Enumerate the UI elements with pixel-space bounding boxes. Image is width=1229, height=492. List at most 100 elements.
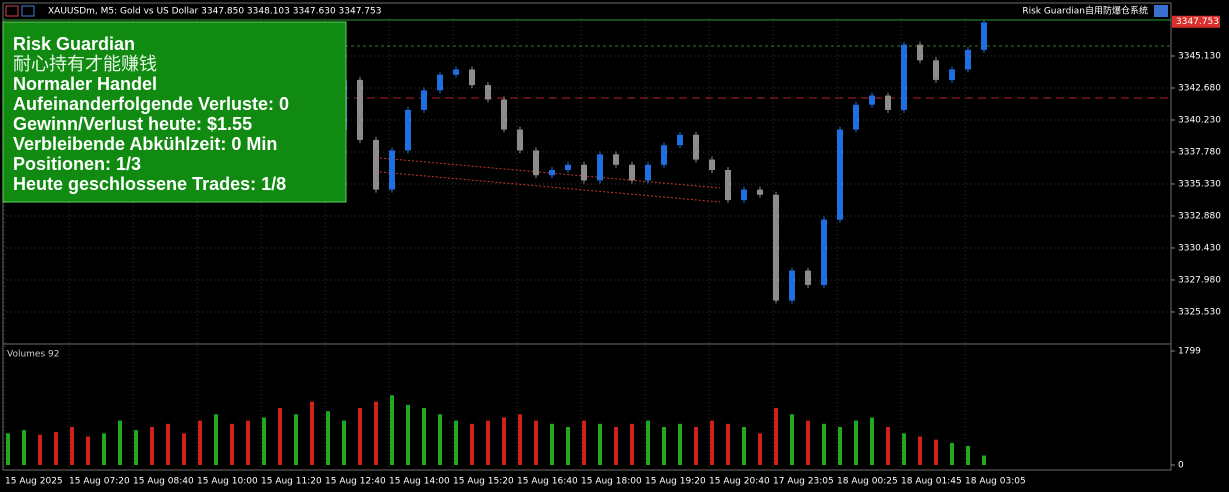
current-price: 3347.753 bbox=[1176, 17, 1219, 27]
x-tick-label: 15 Aug 07:20 bbox=[69, 477, 130, 487]
candle-body bbox=[869, 95, 875, 105]
volume-bar bbox=[966, 445, 970, 465]
volume-tick-label: 0 bbox=[1178, 461, 1184, 471]
volume-bar bbox=[614, 426, 618, 465]
candle-body bbox=[741, 189, 747, 201]
volume-bar bbox=[694, 426, 698, 465]
volume-bar bbox=[342, 420, 346, 465]
volume-bar bbox=[262, 417, 266, 465]
volume-bar bbox=[902, 433, 906, 465]
x-tick-label: 18 Aug 01:45 bbox=[901, 477, 962, 487]
x-tick-label: 18 Aug 00:25 bbox=[837, 477, 898, 487]
y-tick-label: 3340.230 bbox=[1178, 115, 1221, 125]
candle-body bbox=[597, 154, 603, 181]
volume-bar bbox=[470, 423, 474, 465]
volume-bar bbox=[950, 442, 954, 465]
y-tick-label: 3332.880 bbox=[1178, 211, 1221, 221]
candle-body bbox=[357, 79, 363, 140]
volume-bar bbox=[758, 433, 762, 465]
menu-icon[interactable] bbox=[5, 5, 19, 17]
volume-bar bbox=[134, 430, 138, 465]
candle-body bbox=[485, 85, 491, 100]
volume-bar bbox=[486, 420, 490, 465]
axes: 3345.130 3342.680 3340.230 3337.780 3335.330… bbox=[5, 15, 1221, 487]
volume-bar bbox=[534, 420, 538, 465]
volume-bar bbox=[598, 423, 602, 465]
candle-body bbox=[645, 164, 651, 181]
volume-bar bbox=[102, 433, 106, 465]
candle-body bbox=[917, 44, 923, 61]
candle-body bbox=[549, 170, 555, 176]
volume-bar bbox=[438, 414, 442, 465]
volume-bar bbox=[518, 414, 522, 465]
volume-bar bbox=[710, 420, 714, 465]
x-tick-label: 17 Aug 23:05 bbox=[773, 477, 834, 487]
candle-body bbox=[469, 69, 475, 86]
candle-body bbox=[565, 164, 571, 171]
volume-bar bbox=[646, 420, 650, 465]
indicator-icon[interactable] bbox=[1154, 5, 1168, 17]
volume-bar bbox=[566, 426, 570, 465]
volume-bar bbox=[358, 407, 362, 465]
candle-body bbox=[933, 60, 939, 80]
x-tick-label: 15 Aug 12:40 bbox=[325, 477, 386, 487]
candle-body bbox=[789, 270, 795, 301]
candle-body bbox=[949, 69, 955, 80]
y-tick-label: 3345.130 bbox=[1178, 52, 1221, 62]
candle-body bbox=[421, 90, 427, 110]
volume-bar bbox=[86, 436, 90, 465]
volume-bar bbox=[214, 414, 218, 465]
volume-bar bbox=[550, 423, 554, 465]
candle-body bbox=[437, 74, 443, 91]
candle-body bbox=[837, 129, 843, 220]
candle-body bbox=[661, 145, 667, 165]
volume-bar bbox=[246, 420, 250, 465]
volume-bar bbox=[198, 420, 202, 465]
candle-body bbox=[805, 270, 811, 285]
volume-bar bbox=[934, 439, 938, 465]
volume-title: Volumes 92 bbox=[7, 350, 59, 360]
volume-bar bbox=[22, 430, 26, 465]
main-frame bbox=[2, 2, 1172, 471]
volume-bar bbox=[374, 401, 378, 465]
candle-body bbox=[453, 69, 459, 75]
y-tick-label: 3327.980 bbox=[1178, 275, 1221, 285]
volume-bar bbox=[822, 423, 826, 465]
panel-line: Gewinn/Verlust heute: $1.55 bbox=[13, 114, 252, 134]
candle-body bbox=[853, 104, 859, 130]
panel-line: Positionen: 1/3 bbox=[13, 154, 141, 174]
x-tick-label: 18 Aug 03:05 bbox=[965, 477, 1026, 487]
volume-bar bbox=[886, 426, 890, 465]
y-tick-label: 3337.780 bbox=[1178, 147, 1221, 157]
candle-body bbox=[517, 129, 523, 151]
x-tick-label: 15 Aug 2025 bbox=[5, 477, 63, 487]
volume-bar bbox=[278, 407, 282, 465]
x-tick-label: 15 Aug 08:40 bbox=[133, 477, 194, 487]
price-label-bg bbox=[1172, 15, 1220, 28]
volume-bar bbox=[454, 420, 458, 465]
volume-bar bbox=[182, 433, 186, 465]
candle-body bbox=[373, 139, 379, 190]
volume-bar bbox=[422, 407, 426, 465]
volume-bar bbox=[726, 423, 730, 465]
candle-body bbox=[501, 99, 507, 130]
volume-bar bbox=[806, 420, 810, 465]
candle-body bbox=[965, 49, 971, 70]
menu-icon[interactable] bbox=[21, 5, 35, 17]
y-tick-label: 3325.530 bbox=[1178, 307, 1221, 317]
volume-bar bbox=[54, 432, 58, 465]
volume-bars bbox=[6, 395, 986, 465]
panel-line: Verbleibende Abkühlzeit: 0 Min bbox=[13, 134, 277, 154]
candle-body bbox=[693, 134, 699, 160]
x-tick-label: 15 Aug 10:00 bbox=[197, 477, 258, 487]
volume-bar bbox=[326, 411, 330, 465]
candle-body bbox=[677, 134, 683, 146]
x-tick-label: 15 Aug 18:00 bbox=[581, 477, 642, 487]
x-tick-label: 15 Aug 15:20 bbox=[453, 477, 514, 487]
volume-bar bbox=[150, 426, 154, 465]
candle-body bbox=[581, 164, 587, 181]
candle-body bbox=[629, 164, 635, 181]
volume-bar bbox=[406, 404, 410, 465]
volume-bar bbox=[118, 420, 122, 465]
